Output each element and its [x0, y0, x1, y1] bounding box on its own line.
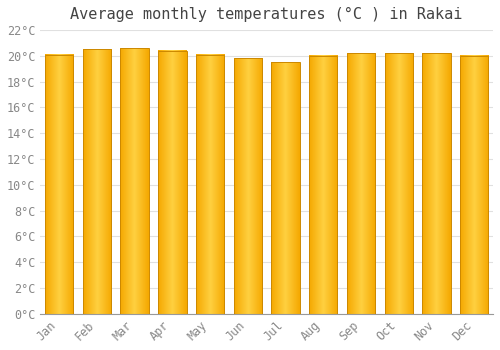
Bar: [309, 56, 338, 314]
Bar: [158, 51, 186, 314]
Bar: [347, 53, 375, 314]
Bar: [422, 53, 450, 314]
Bar: [196, 55, 224, 314]
Bar: [83, 49, 111, 314]
Title: Average monthly temperatures (°C ) in Rakai: Average monthly temperatures (°C ) in Ra…: [70, 7, 463, 22]
Bar: [384, 53, 413, 314]
Bar: [120, 48, 149, 314]
Bar: [45, 55, 74, 314]
Bar: [272, 62, 299, 314]
Bar: [460, 56, 488, 314]
Bar: [234, 58, 262, 314]
